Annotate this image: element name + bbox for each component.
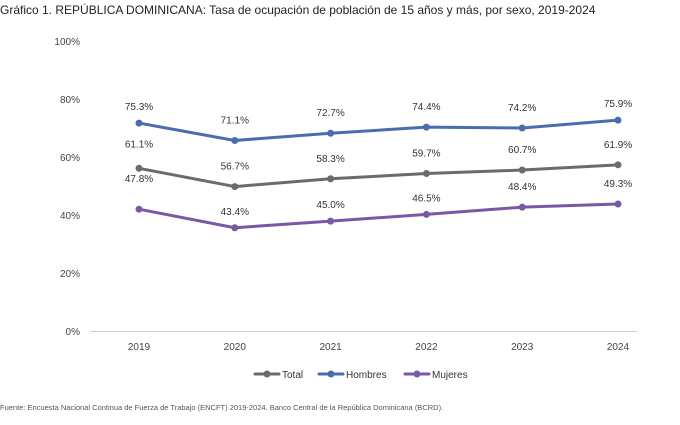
data-point-total <box>614 161 622 169</box>
x-tick-label: 2022 <box>415 342 438 353</box>
data-label-hombres: 71.1% <box>221 115 249 126</box>
series-line-total <box>137 163 620 189</box>
x-tick-label: 2024 <box>607 342 630 353</box>
line-chart: 0% 20% 40% 60% 80% 100% 2019 2020 2021 2022 2023 20… <box>54 37 637 381</box>
data-label-total: 56.7% <box>221 162 249 173</box>
legend-marker-total <box>263 370 271 378</box>
data-label-mujeres: 45.0% <box>316 200 344 211</box>
data-point-total <box>422 170 430 178</box>
source-note: Fuente: Encuesta Nacional Continua de Fu… <box>0 403 444 412</box>
y-tick-label: 0% <box>66 327 81 338</box>
data-point-mujeres <box>614 200 622 208</box>
data-label-mujeres: 43.4% <box>221 207 249 218</box>
series-line-mujeres <box>137 202 620 230</box>
data-point-mujeres <box>422 210 430 218</box>
data-point-hombres <box>518 124 526 132</box>
data-label-mujeres: 47.8% <box>125 174 153 185</box>
data-point-hombres <box>422 123 430 131</box>
data-label-hombres: 72.7% <box>316 108 344 119</box>
data-label-total: 58.3% <box>316 154 344 165</box>
data-point-hombres <box>614 116 622 124</box>
x-tick-label: 2023 <box>511 342 534 353</box>
data-point-mujeres <box>135 205 143 213</box>
legend-label-mujeres: Mujeres <box>432 370 468 381</box>
series-line-hombres <box>137 118 620 142</box>
data-point-mujeres <box>231 224 239 232</box>
data-point-total <box>327 175 335 183</box>
data-label-total: 59.7% <box>412 149 440 160</box>
data-point-mujeres <box>327 217 335 225</box>
chart-title: Gráfico 1. REPÚBLICA DOMINICANA: Tasa de… <box>0 3 596 17</box>
x-tick-label: 2020 <box>224 342 247 353</box>
data-point-hombres <box>135 119 143 127</box>
legend-marker-hombres <box>327 370 335 378</box>
data-label-hombres: 75.9% <box>604 99 632 110</box>
data-label-hombres: 74.2% <box>508 103 536 114</box>
data-point-total <box>518 166 526 174</box>
data-label-hombres: 75.3% <box>125 102 153 113</box>
data-point-total <box>135 164 143 172</box>
data-label-hombres: 74.4% <box>412 102 440 113</box>
data-point-total <box>231 183 239 191</box>
data-label-total: 61.1% <box>125 139 153 150</box>
y-tick-label: 20% <box>60 269 80 280</box>
data-label-mujeres: 48.4% <box>508 182 536 193</box>
data-label-mujeres: 46.5% <box>412 193 440 204</box>
y-tick-label: 80% <box>60 95 80 106</box>
y-tick-label: 40% <box>60 211 80 222</box>
y-tick-label: 60% <box>60 153 80 164</box>
legend-label-hombres: Hombres <box>346 370 387 381</box>
data-label-total: 61.9% <box>604 140 632 151</box>
data-point-hombres <box>231 136 239 144</box>
data-label-mujeres: 49.3% <box>604 179 632 190</box>
x-tick-label: 2021 <box>319 342 342 353</box>
legend-label-total: Total <box>282 370 303 381</box>
y-tick-label: 100% <box>54 37 80 48</box>
data-point-hombres <box>327 129 335 137</box>
data-point-mujeres <box>518 203 526 211</box>
data-label-total: 60.7% <box>508 145 536 156</box>
legend-marker-mujeres <box>413 370 421 378</box>
x-tick-label: 2019 <box>128 342 151 353</box>
